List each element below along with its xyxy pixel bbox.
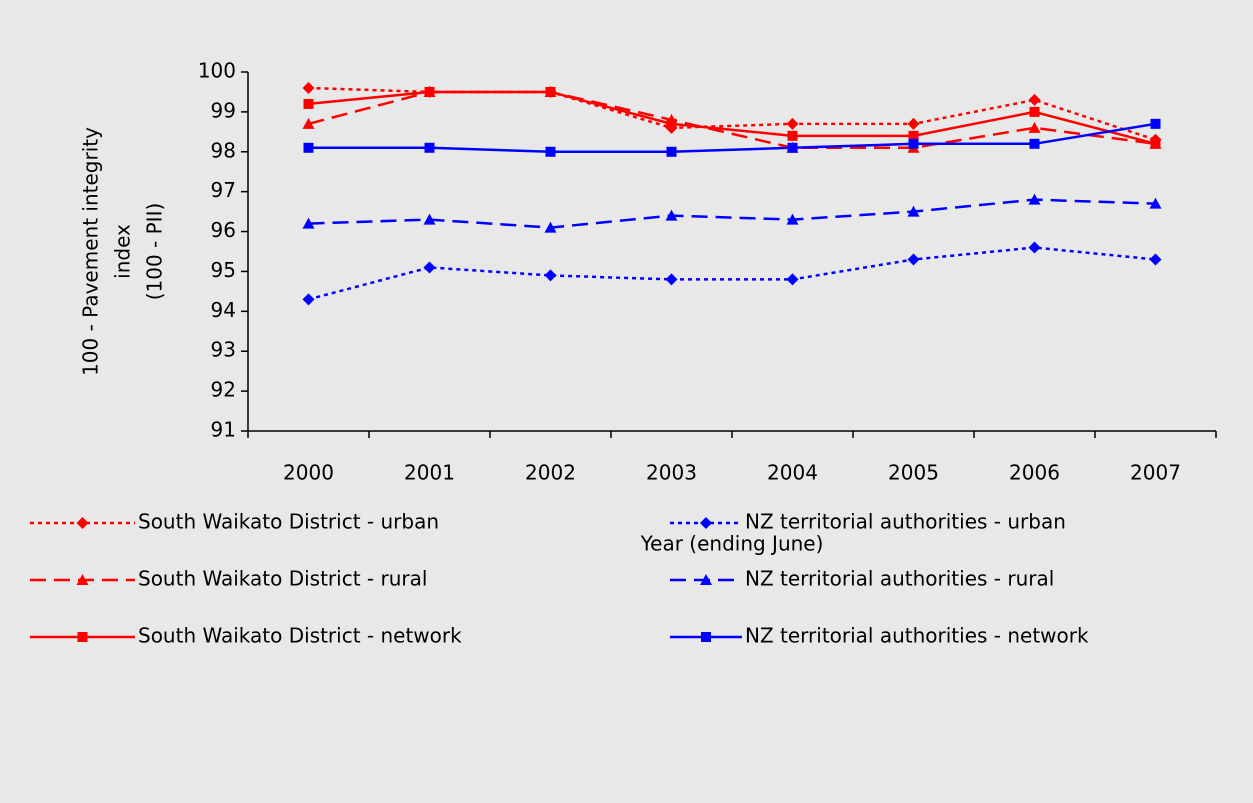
marker — [424, 142, 435, 153]
marker — [1028, 93, 1041, 106]
marker — [303, 98, 314, 109]
series-line — [308, 86, 1156, 141]
y-axis-label: (100 - PII) — [143, 203, 167, 301]
legend-label: South Waikato District - urban — [138, 510, 439, 534]
marker — [544, 221, 557, 233]
marker — [1150, 138, 1161, 149]
marker — [544, 269, 557, 282]
marker — [423, 213, 436, 225]
marker — [302, 293, 315, 306]
marker — [1029, 138, 1040, 149]
y-tick-label: 99 — [211, 98, 236, 122]
marker — [786, 213, 799, 225]
marker — [786, 273, 799, 286]
series-line — [308, 246, 1156, 301]
marker — [303, 142, 314, 153]
y-tick-label: 91 — [211, 418, 236, 442]
marker — [1028, 193, 1041, 205]
legend-label: South Waikato District - network — [138, 624, 462, 648]
marker — [1028, 241, 1041, 254]
marker — [908, 138, 919, 149]
marker — [302, 217, 315, 229]
legend-label: NZ territorial authorities - urban — [745, 510, 1066, 534]
series-line — [308, 90, 1156, 146]
x-tick-label: 2001 — [404, 461, 455, 485]
x-tick-label: 2000 — [283, 461, 334, 485]
marker — [907, 117, 920, 130]
marker — [1028, 121, 1041, 133]
marker — [1150, 118, 1161, 129]
marker — [302, 81, 315, 94]
marker — [701, 632, 711, 642]
marker — [423, 261, 436, 274]
y-tick-label: 95 — [211, 258, 236, 282]
x-tick-label: 2005 — [888, 461, 939, 485]
y-tick-label: 94 — [211, 298, 236, 322]
y-axis-label: index — [111, 224, 135, 279]
marker — [76, 574, 89, 585]
x-tick-label: 2003 — [646, 461, 697, 485]
marker — [1149, 253, 1162, 266]
marker — [787, 130, 798, 141]
legend-label: South Waikato District - rural — [138, 567, 427, 591]
y-axis-label: 100 - Pavement integrity — [79, 127, 103, 376]
marker — [76, 517, 89, 529]
marker — [424, 86, 435, 97]
x-axis-label: Year (ending June) — [640, 532, 824, 556]
y-tick-label: 100 — [198, 59, 236, 83]
y-tick-label: 98 — [211, 138, 236, 162]
marker — [665, 209, 678, 221]
y-tick-label: 93 — [211, 338, 236, 362]
series-line — [308, 198, 1156, 229]
x-tick-label: 2007 — [1130, 461, 1181, 485]
marker — [907, 253, 920, 266]
legend-label: NZ territorial authorities - network — [745, 624, 1089, 648]
marker — [1149, 197, 1162, 209]
marker — [666, 146, 677, 157]
marker — [545, 86, 556, 97]
marker — [545, 146, 556, 157]
marker — [665, 273, 678, 286]
marker — [77, 632, 88, 642]
marker — [908, 130, 919, 141]
legend-label: NZ territorial authorities - rural — [745, 567, 1054, 591]
x-tick-label: 2002 — [525, 461, 576, 485]
x-tick-label: 2004 — [767, 461, 818, 485]
marker — [1029, 106, 1040, 117]
marker — [666, 118, 677, 129]
series-line — [308, 122, 1156, 154]
y-tick-label: 97 — [211, 178, 236, 202]
marker — [302, 117, 315, 129]
marker — [700, 574, 712, 585]
x-tick-label: 2006 — [1009, 461, 1060, 485]
marker — [787, 142, 798, 153]
marker — [786, 117, 799, 130]
marker — [907, 205, 920, 217]
marker — [700, 517, 712, 529]
y-tick-label: 92 — [211, 378, 236, 402]
y-tick-label: 96 — [211, 218, 236, 242]
